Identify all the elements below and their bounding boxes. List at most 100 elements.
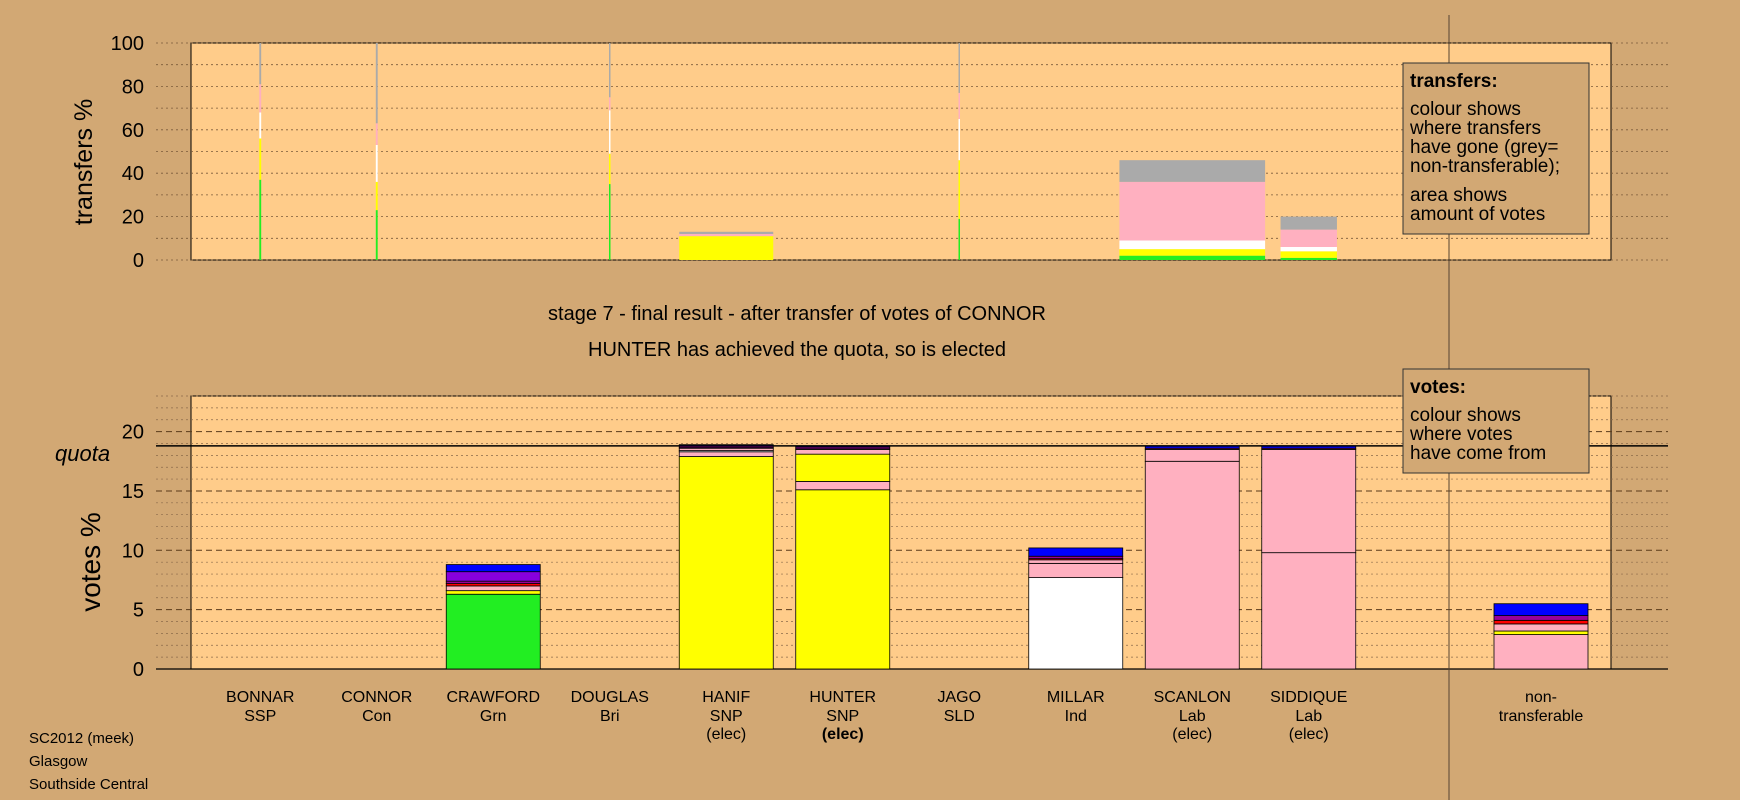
transfers-y-ticks: 0 20 40 60 80 100 [111,33,144,272]
candidate-party-label: SNP [826,708,859,725]
transfer-segment-douglas [609,184,611,260]
candidate-name-label: SCANLON [1154,689,1231,706]
stage-title: stage 7 - final result - after transfer … [548,303,1046,325]
transfer-segment-bonnar [259,112,262,139]
votes-legend-heading: votes: [1410,377,1466,398]
transfer-segment-scanlon [1119,181,1266,241]
vote-segment-hunter [795,453,891,482]
transfer-segment-bonnar [259,84,262,113]
stage-subtitle: HUNTER has achieved the quota, so is ele… [588,339,1006,361]
transfer-segment-jago [958,92,960,119]
votes-y-tick-label: 0 [133,659,144,681]
transfers-y-axis-label: transfers % [70,99,98,225]
candidate-name-label: JAGO [937,689,981,706]
vote-segment-scanlon [1144,460,1240,670]
votes-legend-line: where votes [1409,424,1512,445]
votes-y-tick-label: 10 [122,540,144,562]
transfers-y-tick-label: 40 [122,163,144,185]
transfer-segment-siddique [1280,246,1337,252]
transfers-legend-line: colour shows [1410,99,1521,120]
vote-segment-hunter [795,489,891,670]
vote-segment-crawford [445,585,541,592]
transfer-segment-hanif [679,231,774,234]
candidate-name-label: BONNAR [226,689,294,706]
candidate-party-label: Lab [1179,708,1206,725]
vote-segment-millar [1028,547,1124,557]
candidate-party-label: Grn [480,708,507,725]
candidate-name-label: CONNOR [341,689,412,706]
transfer-segment-hanif [679,236,774,260]
candidate-party-label: SNP [710,708,743,725]
transfers-y-tick-label: 0 [133,250,144,272]
transfer-segment-connor [375,210,378,260]
transfers-bars [259,43,1337,260]
candidate-party-label: Ind [1065,708,1087,725]
transfer-segment-connor [375,123,378,145]
footer-line: Glasgow [29,753,88,770]
transfer-segment-douglas [609,110,611,154]
transfers-legend: transfers: colour shows where transfers … [1402,62,1590,235]
transfers-legend-line: area shows [1410,185,1507,206]
votes-plot-area [190,395,1612,670]
vote-segment-nontransferable [1493,634,1589,670]
votes-legend-box [1402,368,1590,474]
transfer-segment-douglas [609,153,611,185]
footer-line: Southside Central [29,776,148,793]
transfers-legend-line: non-transferable); [1410,156,1560,177]
candidate-party-label: Con [362,708,391,725]
vote-segment-crawford [445,590,541,595]
vote-segment-millar [1028,562,1124,579]
transfer-segment-connor [375,43,378,124]
votes-y-ticks: 0 5 10 15 20 [122,422,144,681]
candidate-name-label: SIDDIQUE [1270,689,1347,706]
transfer-segment-douglas [609,43,611,98]
candidate-status-label: (elec) [822,726,864,743]
votes-panel: 0 5 10 15 20 votes % quota BONNAR SSP CONNOR Co… [55,395,1668,743]
transfer-segment-siddique [1280,257,1337,260]
vote-segment-scanlon [1144,449,1240,462]
votes-legend: votes: colour shows where votes have com… [1402,368,1590,474]
transfers-y-tick-label: 20 [122,207,144,229]
candidate-party-label: Bri [600,708,620,725]
transfer-segment-douglas [609,97,611,111]
transfers-legend-box [1402,62,1590,235]
transfer-segment-jago [958,160,960,219]
vote-segment-nontransferable [1493,615,1589,621]
transfer-segment-siddique [1280,216,1337,230]
vote-segment-nontransferable [1493,623,1589,632]
transfer-segment-scanlon [1119,240,1266,250]
votes-y-tick-label: 20 [122,422,144,444]
transfer-segment-bonnar [259,179,262,260]
vote-segment-nontransferable [1493,619,1589,625]
candidate-name-label: HUNTER [809,689,876,706]
transfers-legend-line: have gone (grey= [1410,137,1558,158]
transfer-segment-scanlon [1119,160,1266,182]
transfer-segment-hanif [679,233,774,237]
transfer-segment-connor [375,181,378,211]
candidate-name-label: CRAWFORD [446,689,540,706]
votes-bars [156,444,1668,670]
transfer-segment-siddique [1280,229,1337,247]
vote-segment-siddique [1261,552,1357,670]
candidate-status-label: (elec) [1289,726,1329,743]
candidate-labels: BONNAR SSP CONNOR Con CRAWFORD Grn DOUGLAS Bri H… [226,689,1583,743]
vote-segment-crawford [445,593,541,670]
transfers-legend-heading: transfers: [1410,71,1498,92]
vote-segment-hunter [795,481,891,491]
transfer-segment-jago [958,218,960,260]
candidate-name-label: DOUGLAS [571,689,649,706]
candidate-party-label: SLD [944,708,975,725]
vote-segment-siddique [1261,449,1357,554]
vote-segment-nontransferable [1493,603,1589,616]
vote-segment-hanif [678,451,774,457]
candidate-name-label: MILLAR [1047,689,1105,706]
transfer-segment-jago [958,118,960,161]
candidate-party-label: SSP [244,708,276,725]
transfer-segment-scanlon [1119,249,1266,256]
vote-segment-hunter [795,449,891,455]
votes-y-axis-label: votes % [75,512,106,612]
transfers-y-tick-label: 80 [122,76,144,98]
votes-y-tick-label: 5 [133,600,144,622]
